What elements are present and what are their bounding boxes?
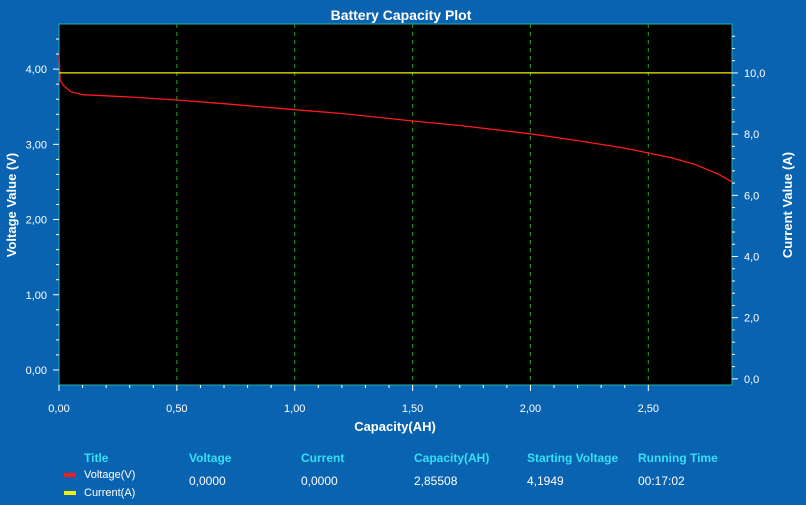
y-right-tick-label: 2,0 [744,313,759,325]
y-left-tick-label: 3,00 [26,139,47,151]
left-axis: 0,00 1,00 2,00 3,00 4,00 [26,38,59,377]
y-left-tick-label: 2,00 [26,215,47,227]
y-right-tick-label: 4,0 [744,252,759,264]
y-left-tick-label: 0,00 [26,365,47,377]
legend-current-swatch [64,491,76,495]
bottom-axis: 0,00 0,50 1,00 1,50 2,00 2,50 [48,385,659,415]
x-tick-label: 0,50 [166,403,187,415]
x-tick-label: 0,00 [48,403,69,415]
x-tick-label: 1,00 [284,403,305,415]
y-right-tick-label: 10,0 [744,68,765,80]
value-running-time: 00:17:02 [638,474,685,488]
legend-voltage-label: Voltage(V) [84,469,136,481]
header-running-time: Running Time [638,451,718,465]
x-tick-label: 2,00 [520,403,541,415]
header-title: Title [84,451,109,465]
y-left-axis-label: Voltage Value (V) [4,153,19,258]
value-voltage: 0,0000 [189,474,226,488]
value-starting-voltage: 4,1949 [527,474,564,488]
header-voltage: Voltage [189,451,232,465]
legend-voltage: Voltage(V) [64,469,135,481]
value-capacity: 2,85508 [414,474,458,488]
legend-current-label: Current(A) [84,487,136,499]
y-right-tick-label: 6,0 [744,190,759,202]
y-left-tick-label: 4,00 [26,64,47,76]
measurement-table: Title Voltage Current Capacity(AH) Start… [0,448,806,505]
battery-capacity-chart: Battery Capacity Plot 0,00 1,00 2,00 3,00 4,… [4,7,795,434]
chart-title: Battery Capacity Plot [331,7,472,23]
legend-voltage-swatch [64,473,76,477]
series-layer [58,54,733,183]
header-capacity: Capacity(AH) [414,451,490,465]
value-current: 0,0000 [301,474,338,488]
y-right-tick-label: 0,0 [744,374,759,386]
x-tick-label: 2,50 [638,403,659,415]
header-current: Current [301,451,345,465]
y-right-axis-label: Current Value (A) [780,152,795,258]
y-left-tick-label: 1,00 [26,290,47,302]
x-axis-label: Capacity(AH) [354,419,436,434]
header-starting-voltage: Starting Voltage [527,451,619,465]
y-right-tick-label: 8,0 [744,129,759,141]
right-axis: 0,0 2,0 4,0 6,0 8,0 10,0 [732,35,765,386]
series-line-voltage [58,54,733,183]
x-tick-label: 1,50 [402,403,423,415]
plot-area [58,23,733,386]
legend-current: Current(A) [64,487,135,499]
